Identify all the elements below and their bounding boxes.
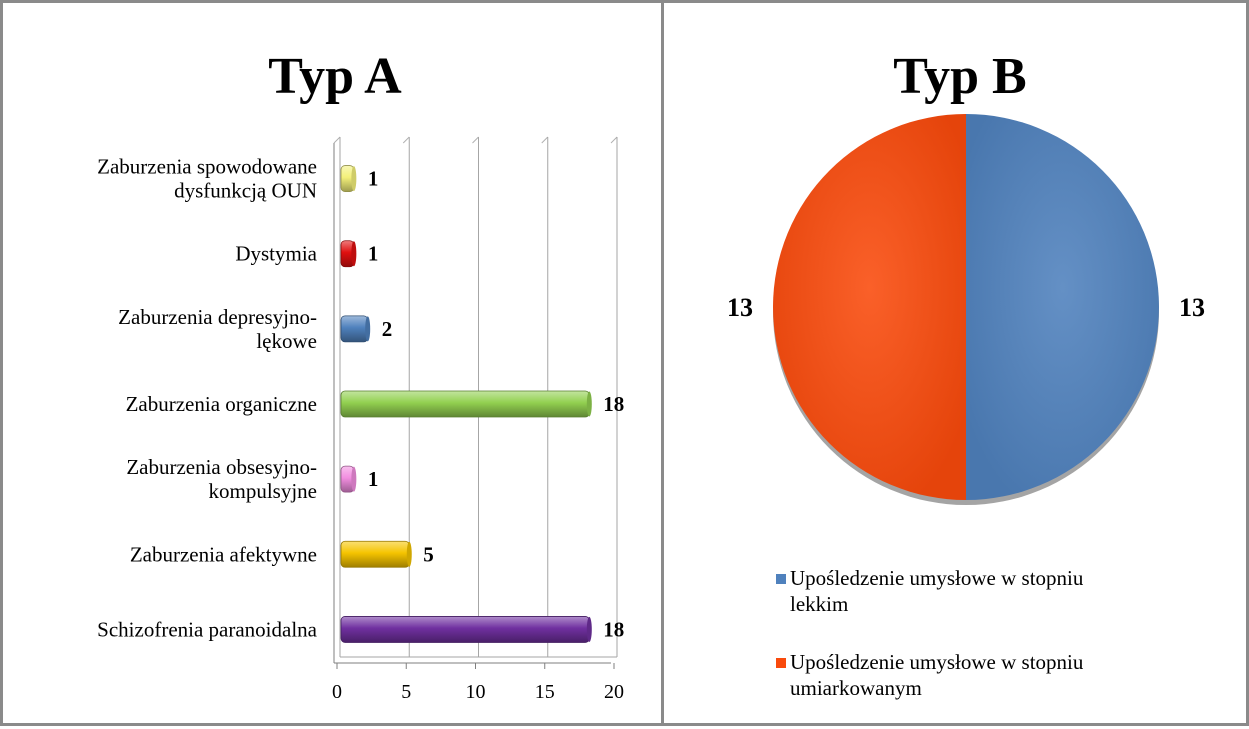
data-label: 2 <box>382 317 393 341</box>
pie-slice <box>773 114 966 500</box>
legend-swatch <box>776 574 786 584</box>
gridline-top <box>541 136 549 144</box>
bar <box>340 315 369 343</box>
legend-label: Upośledzenie umysłowe w stopniu umiarkowa… <box>790 650 1084 700</box>
data-label: 18 <box>603 392 624 416</box>
chart-title: Typ B <box>893 48 1026 105</box>
category-label: Zaburzenia spowodowane dysfunkcją OUN <box>97 155 317 203</box>
pie-slice <box>966 114 1159 500</box>
gridline-top <box>472 136 479 144</box>
bar <box>340 390 590 418</box>
pie-data-label: 13 <box>727 293 753 322</box>
bar <box>340 616 590 643</box>
bar-end <box>351 466 357 492</box>
pie-data-label: 13 <box>1179 293 1205 322</box>
x-tick-label: 10 <box>466 681 486 703</box>
data-label: 1 <box>368 167 379 191</box>
data-label: 18 <box>603 617 624 641</box>
chart-title: Typ A <box>268 48 402 105</box>
x-tick-label: 5 <box>401 681 411 703</box>
category-label: Schizofrenia paranoidalna <box>97 617 317 641</box>
bar-end <box>586 616 592 642</box>
bar-end <box>365 316 371 342</box>
gridline-top <box>402 136 410 144</box>
category-label: Zaburzenia organiczne <box>126 392 317 416</box>
x-tick-label: 0 <box>332 681 342 703</box>
data-label: 5 <box>423 542 434 566</box>
bar-end <box>406 541 412 567</box>
pie-chart-typ-b: Typ B 13 13 Upośledzenie umysłowe w stopniu… <box>727 48 1205 700</box>
category-label: Zaburzenia obsesyjno-kompulsyjne <box>126 455 317 503</box>
gridline-top <box>610 136 618 144</box>
data-label: 1 <box>368 467 379 491</box>
bar-end <box>351 166 357 192</box>
category-label: Zaburzenia depresyjno-lękowe <box>118 305 317 353</box>
legend-label: Upośledzenie umysłowe w stopniu lekkim <box>790 566 1084 616</box>
bar-end <box>586 391 592 417</box>
category-label: Zaburzenia afektywne <box>130 542 317 566</box>
legend-swatch <box>776 658 786 668</box>
bar <box>340 540 410 568</box>
data-label: 1 <box>368 242 379 266</box>
chart-panel-typ-b: Typ B 13 13 Upośledzenie umysłowe w stopniu… <box>661 0 1249 726</box>
gridline-top <box>333 136 341 144</box>
x-tick-label: 20 <box>604 681 624 703</box>
category-label: Dystymia <box>235 242 317 266</box>
chart-panel-typ-a: Typ A 0 5 10 15 20 1 Zaburzenia spowodowane dysf… <box>0 0 664 726</box>
bar-end <box>351 241 357 267</box>
x-tick-label: 15 <box>535 681 555 703</box>
